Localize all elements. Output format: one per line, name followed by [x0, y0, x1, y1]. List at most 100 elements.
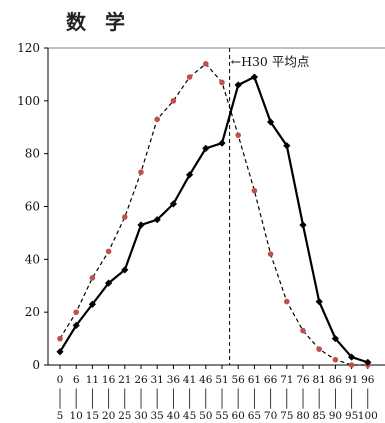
series-2-point — [186, 171, 194, 179]
y-tick-label: 120 — [17, 41, 40, 55]
x-tick-label-end: 50 — [199, 410, 212, 422]
series-1-point — [316, 346, 323, 352]
x-tick-label-end: 65 — [248, 410, 261, 422]
series-2-point — [56, 348, 64, 356]
x-tick-label-start: 26 — [134, 374, 148, 386]
x-tick-separator: | — [155, 397, 159, 410]
x-tick-label-end: 10 — [70, 410, 83, 422]
x-tick-label-start: 11 — [86, 374, 99, 386]
x-tick-label-start: 86 — [329, 374, 343, 386]
x-tick-separator: | — [366, 387, 370, 400]
series-2-point — [364, 358, 372, 366]
x-tick-label-start: 91 — [345, 374, 358, 386]
series-1-point — [170, 98, 177, 104]
x-tick-separator: | — [204, 387, 208, 400]
series-1-point — [203, 61, 209, 67]
series-1-point — [122, 214, 128, 220]
x-tick-label-end: 55 — [215, 410, 228, 422]
x-tick-label-end: 60 — [232, 410, 245, 422]
x-tick-label-end: 30 — [134, 410, 147, 422]
y-tick-label: 60 — [25, 200, 40, 214]
series-1-point — [57, 335, 63, 342]
series-2-point — [88, 300, 96, 308]
x-tick-separator: | — [350, 397, 354, 410]
x-tick-label-end: 70 — [264, 410, 277, 422]
x-tick-separator: | — [334, 387, 338, 400]
x-tick-label-start: 51 — [215, 374, 228, 386]
y-ticks: 0 20 40 60 80 100 120 — [17, 41, 48, 372]
y-tick-label: 20 — [25, 305, 40, 319]
chart-title: 数 学 — [66, 10, 131, 34]
series-1-point — [154, 116, 160, 123]
series-1-point — [332, 356, 339, 363]
x-tick-label-end: 35 — [151, 410, 164, 422]
x-tick-separator: | — [74, 397, 78, 410]
x-tick-label-end: 25 — [118, 410, 131, 422]
series-1-point — [219, 79, 225, 86]
x-tick-label-start: 56 — [232, 374, 246, 386]
x-tick-label-start: 6 — [73, 374, 80, 386]
series-2-point — [348, 353, 356, 361]
x-tick-label-end: 5 — [57, 410, 64, 422]
x-tick-separator: | — [301, 397, 305, 410]
x-tick-label-start: 96 — [361, 374, 375, 386]
x-tick-separator: | — [236, 387, 240, 400]
series-1-point — [251, 187, 258, 194]
x-tick-separator: | — [301, 387, 305, 400]
x-tick-separator: | — [139, 397, 143, 410]
x-tick-separator: | — [91, 387, 95, 400]
x-tick-separator: | — [123, 387, 127, 400]
series-2-point — [137, 221, 145, 229]
series-1-point — [300, 327, 306, 334]
y-tick-label: 100 — [17, 94, 40, 108]
y-tick-label: 80 — [25, 147, 40, 161]
series-2-point — [299, 221, 307, 229]
average-reference-label: ←H30 平均点 — [231, 54, 310, 69]
series-1-point — [235, 132, 241, 138]
series-1-point — [267, 251, 274, 257]
series-2-point — [121, 266, 129, 274]
series-2-point — [218, 139, 226, 147]
x-tick-separator: | — [236, 397, 240, 410]
x-tick-separator: | — [123, 397, 127, 410]
series-layer — [56, 61, 372, 368]
series-2-point — [250, 73, 258, 81]
x-tick-separator: | — [204, 397, 208, 410]
series-1-point — [186, 74, 193, 80]
x-tick-label-start: 71 — [280, 374, 293, 386]
series-2-point — [153, 216, 161, 224]
series-1-line — [59, 63, 368, 366]
x-tick-label-start: 16 — [102, 374, 116, 386]
x-tick-separator: | — [139, 387, 143, 400]
series-1-point — [105, 248, 112, 255]
series-1-point — [284, 298, 290, 305]
series-2-point — [267, 118, 275, 126]
x-tick-separator: | — [188, 397, 192, 410]
x-ticks: 0||56||1011||1516||2021||2526||3031||353… — [57, 365, 378, 422]
series-2-point — [105, 279, 113, 287]
x-tick-separator: | — [253, 387, 257, 400]
x-tick-label-start: 31 — [151, 374, 164, 386]
x-tick-separator: | — [253, 397, 257, 410]
x-tick-separator: | — [285, 387, 289, 400]
x-tick-label-end: 95 — [345, 410, 358, 422]
x-tick-separator: | — [350, 387, 354, 400]
x-tick-label-start: 81 — [313, 374, 326, 386]
x-tick-separator: | — [269, 387, 273, 400]
series-2-point — [234, 81, 242, 89]
x-tick-label-end: 100 — [358, 410, 378, 422]
x-tick-label-end: 45 — [183, 410, 196, 422]
series-2-point — [315, 298, 323, 306]
series-1-point — [348, 362, 355, 368]
x-tick-label-end: 40 — [167, 410, 180, 422]
x-tick-separator: | — [220, 387, 224, 400]
series-1-point — [73, 309, 79, 315]
x-tick-label-end: 85 — [313, 410, 326, 422]
x-tick-separator: | — [58, 397, 62, 410]
x-tick-separator: | — [334, 397, 338, 410]
x-tick-separator: | — [107, 397, 111, 410]
series-1-point — [138, 169, 144, 175]
x-tick-label-start: 66 — [264, 374, 278, 386]
series-1-point — [89, 275, 96, 281]
